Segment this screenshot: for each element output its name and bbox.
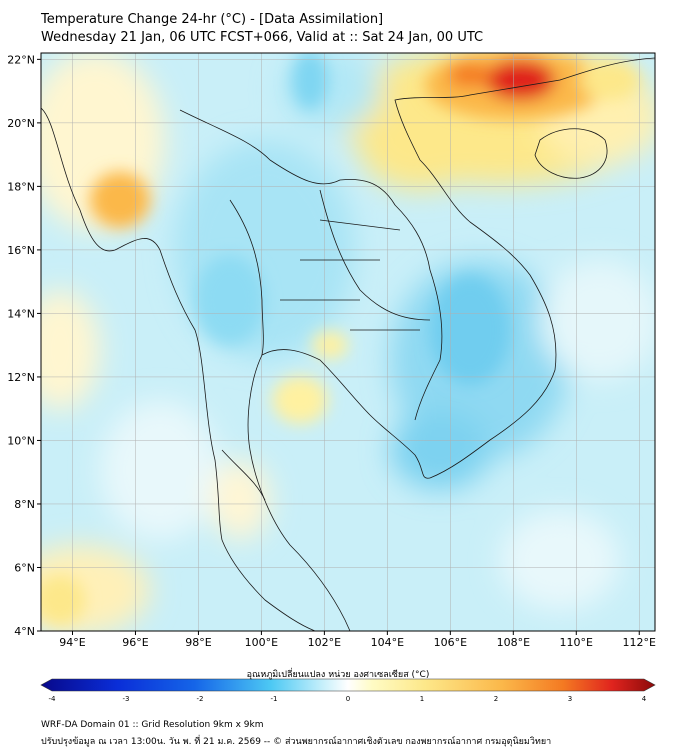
- lat-tick-label: 6°N: [14, 561, 35, 574]
- colorbar-tick-label: -3: [123, 695, 130, 703]
- colorbar-tick-label: 3: [568, 695, 572, 703]
- lat-tick-label: 18°N: [7, 180, 35, 193]
- lat-tick-label: 8°N: [14, 498, 35, 511]
- footer-line-2: ปรับปรุงข้อมูล ณ เวลา 13:00น. วัน พ. ที่…: [41, 737, 552, 747]
- lon-tick-label: 98°E: [185, 636, 211, 649]
- colorbar-label: อุณหภูมิเปลี่ยนแปลง หน่วย องศาเซลเซียส (…: [246, 670, 430, 680]
- map-title: Temperature Change 24-hr (°C) - [Data As…: [41, 12, 384, 27]
- lat-tick-label: 4°N: [14, 625, 35, 638]
- lat-tick-label: 10°N: [7, 434, 35, 447]
- lon-tick-label: 94°E: [59, 636, 85, 649]
- lon-tick-label: 100°E: [245, 636, 278, 649]
- colorbar-tick-label: -2: [197, 695, 204, 703]
- colorbar-tick-label: -1: [271, 695, 278, 703]
- colorbar-tick-label: -4: [49, 695, 57, 703]
- colorbar-tick-label: 0: [346, 695, 350, 703]
- lon-tick-label: 110°E: [560, 636, 593, 649]
- lat-tick-label: 20°N: [7, 117, 35, 130]
- coastlines: [41, 57, 655, 631]
- map-subtitle: Wednesday 21 Jan, 06 UTC FCST+066, Valid…: [41, 30, 484, 45]
- lat-tick-label: 16°N: [7, 244, 35, 257]
- colorbar-bar: [40, 678, 656, 692]
- lon-tick-label: 108°E: [497, 636, 530, 649]
- colorbar: -4 -3 -2 -1 0 1 2 3 4: [40, 678, 656, 703]
- colorbar-tick-label: 2: [494, 695, 498, 703]
- lat-tick-label: 12°N: [7, 371, 35, 384]
- colorbar-tick-label: 4: [642, 695, 647, 703]
- lon-tick-label: 102°E: [308, 636, 341, 649]
- lon-tick-label: 112°E: [623, 636, 656, 649]
- colorbar-tick-label: 1: [420, 695, 424, 703]
- temperature-field: [41, 53, 655, 631]
- lat-tick-label: 22°N: [7, 53, 35, 66]
- lon-tick-label: 106°E: [434, 636, 467, 649]
- lon-tick-label: 104°E: [371, 636, 404, 649]
- graticule-lines: [41, 53, 655, 631]
- map-frame: [40, 52, 656, 632]
- lon-tick-label: 96°E: [122, 636, 148, 649]
- footer-line-1: WRF-DA Domain 01 :: Grid Resolution 9km …: [41, 720, 264, 730]
- axis-ticks: 94°E 96°E 98°E 100°E 102°E 104°E 106°E 108°E 110…: [7, 53, 656, 649]
- lat-tick-label: 14°N: [7, 307, 35, 320]
- colorbar-ticks: -4 -3 -2 -1 0 1 2 3 4: [49, 695, 647, 703]
